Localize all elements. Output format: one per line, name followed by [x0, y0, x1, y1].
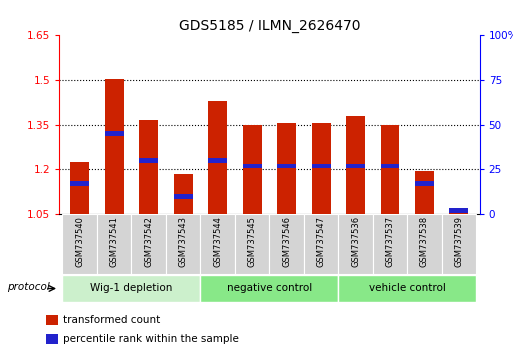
Text: GSM737544: GSM737544 [213, 216, 222, 267]
Bar [381, 164, 400, 168]
Bar [70, 162, 89, 214]
Bar [235, 214, 269, 274]
Text: GSM737541: GSM737541 [110, 216, 119, 267]
Bar [338, 214, 373, 274]
Bar [346, 116, 365, 214]
Bar [208, 158, 227, 163]
Bar [346, 164, 365, 168]
Bar [415, 181, 434, 186]
Text: transformed count: transformed count [63, 315, 160, 325]
Bar [269, 214, 304, 274]
Bar [173, 174, 192, 214]
Bar [173, 194, 192, 199]
Text: GSM737537: GSM737537 [385, 216, 394, 267]
Bar [304, 214, 338, 274]
Bar [277, 123, 296, 214]
Bar [311, 164, 330, 168]
Bar [63, 214, 97, 274]
Bar [338, 275, 476, 302]
Bar [46, 315, 58, 325]
Bar [139, 158, 158, 163]
Bar [46, 334, 58, 344]
Text: GSM737540: GSM737540 [75, 216, 84, 267]
Bar [97, 214, 131, 274]
Text: GSM737543: GSM737543 [179, 216, 188, 267]
Text: percentile rank within the sample: percentile rank within the sample [63, 334, 239, 344]
Bar [311, 123, 330, 214]
Text: GSM737542: GSM737542 [144, 216, 153, 267]
Bar [131, 214, 166, 274]
Bar [201, 214, 235, 274]
Bar [105, 79, 124, 214]
Bar [243, 125, 262, 214]
Bar [277, 164, 296, 168]
Bar [63, 275, 201, 302]
Bar [449, 208, 468, 213]
Bar [381, 125, 400, 214]
Text: GSM737546: GSM737546 [282, 216, 291, 267]
Bar [208, 101, 227, 214]
Text: GSM737538: GSM737538 [420, 216, 429, 267]
Bar [373, 214, 407, 274]
Text: vehicle control: vehicle control [369, 283, 446, 293]
Bar [415, 171, 434, 214]
Bar [70, 181, 89, 186]
Bar [166, 214, 201, 274]
Bar [243, 164, 262, 168]
Bar [442, 214, 476, 274]
Bar [105, 131, 124, 136]
Text: GSM737539: GSM737539 [455, 216, 463, 267]
Bar [201, 275, 338, 302]
Bar [139, 120, 158, 214]
Bar [407, 214, 442, 274]
Text: Wig-1 depletion: Wig-1 depletion [90, 283, 172, 293]
Text: GSM737545: GSM737545 [248, 216, 256, 267]
Text: GSM737547: GSM737547 [317, 216, 326, 267]
Bar [449, 212, 468, 214]
Text: negative control: negative control [227, 283, 312, 293]
Text: GSM737536: GSM737536 [351, 216, 360, 267]
Text: protocol: protocol [7, 282, 49, 292]
Title: GDS5185 / ILMN_2626470: GDS5185 / ILMN_2626470 [179, 19, 360, 33]
